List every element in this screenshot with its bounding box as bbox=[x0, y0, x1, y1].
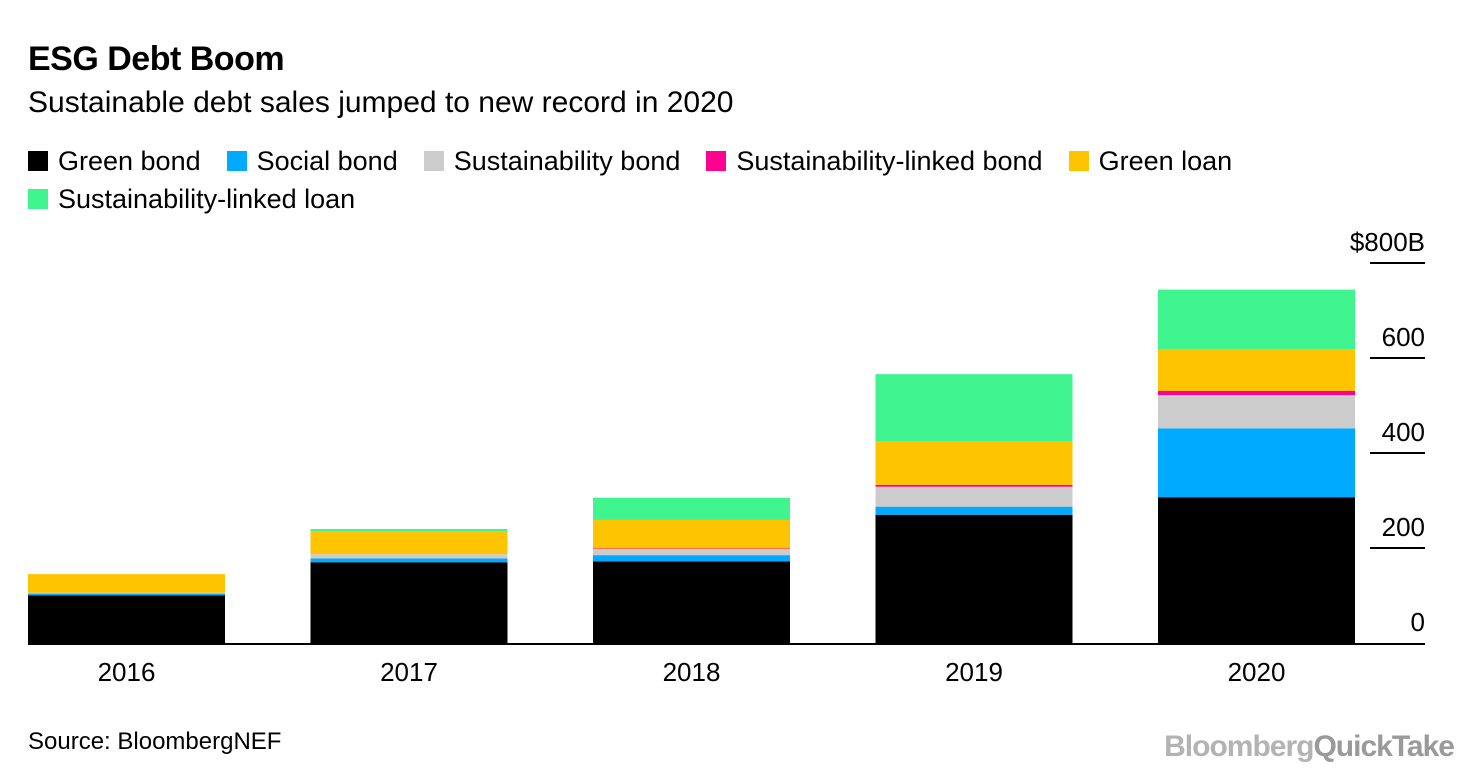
bar-2018-sustainability-linked-loan bbox=[593, 497, 790, 520]
bar-2018-green-loan bbox=[593, 519, 790, 549]
legend-label-sustainability-linked-bond: Sustainability-linked bond bbox=[736, 145, 1043, 176]
y-tick-label-0: 0 bbox=[1411, 607, 1425, 637]
bar-2016-green-bond bbox=[28, 595, 225, 643]
legend-item-sustainability-linked-bond: Sustainability-linked bond bbox=[706, 145, 1043, 176]
brand-bloomberg: Bloomberg bbox=[1164, 730, 1314, 763]
bar-2017-sustainability-linked-loan bbox=[310, 529, 508, 532]
bar-2020-sustainability-linked-bond bbox=[1158, 390, 1355, 396]
bar-2020-social-bond bbox=[1158, 428, 1355, 498]
brand-logo: BloombergQuickTake bbox=[1164, 730, 1455, 764]
legend-swatch-sustainability-bond bbox=[423, 151, 444, 171]
bar-2019-social-bond bbox=[875, 506, 1073, 515]
chart-title: ESG Debt Boom bbox=[28, 40, 285, 78]
bar-2017-green-bond bbox=[310, 562, 508, 643]
legend-label-green-loan: Green loan bbox=[1098, 145, 1233, 176]
legend-label-social-bond: Social bond bbox=[256, 145, 398, 176]
bar-2019-sustainability-bond bbox=[875, 486, 1073, 507]
legend-label-green-bond: Green bond bbox=[58, 145, 201, 176]
bar-2018-sustainability-bond bbox=[593, 548, 790, 556]
legend-item-green-bond: Green bond bbox=[28, 146, 201, 176]
bar-2020-sustainability-bond bbox=[1158, 395, 1355, 429]
legend-swatch-social-bond bbox=[226, 151, 247, 171]
legend-item-sustainability-bond: Sustainability bond bbox=[423, 145, 681, 176]
bar-2019-green-loan bbox=[875, 441, 1073, 485]
y-tick-label-600: 600 bbox=[1382, 322, 1425, 352]
source-note: Source: BloombergNEF bbox=[28, 728, 282, 755]
x-tick-label-2018: 2018 bbox=[663, 657, 721, 687]
legend: Green bond Social bond Sustainability bo… bbox=[28, 146, 1328, 214]
y-tick-label-200: 200 bbox=[1382, 512, 1425, 542]
x-axis: 2016 2017 2018 2019 2020 bbox=[28, 643, 1425, 687]
bar-2016-sustainability-bond bbox=[28, 592, 225, 594]
x-tick-label-2020: 2020 bbox=[1228, 657, 1286, 687]
bars-group bbox=[28, 289, 1355, 643]
legend-swatch-sustainability-linked-loan bbox=[28, 189, 48, 209]
y-tick-label-400: 400 bbox=[1382, 417, 1425, 447]
bar-2019-sustainability-linked-bond bbox=[875, 484, 1073, 487]
legend-item-social-bond: Social bond bbox=[226, 145, 398, 176]
legend-swatch-green-loan bbox=[1068, 151, 1089, 171]
x-tick-label-2017: 2017 bbox=[380, 657, 438, 687]
bar-2019-sustainability-linked-loan bbox=[875, 374, 1073, 442]
bar-2016-green-loan bbox=[28, 574, 225, 593]
bar-2016-social-bond bbox=[28, 593, 225, 596]
legend-label-sustainability-bond: Sustainability bond bbox=[453, 145, 681, 176]
x-tick-label-2016: 2016 bbox=[98, 657, 156, 687]
legend-swatch-sustainability-linked-bond bbox=[706, 151, 727, 171]
bar-2018-social-bond bbox=[593, 555, 790, 562]
legend-item-sustainability-linked-loan: Sustainability-linked loan bbox=[28, 184, 355, 214]
y-tick-label-800: $800B bbox=[1350, 227, 1425, 257]
bar-2019-green-bond bbox=[875, 514, 1073, 643]
bar-2018-green-bond bbox=[593, 561, 790, 643]
bar-2017-social-bond bbox=[310, 558, 508, 563]
chart-subtitle: Sustainable debt sales jumped to new rec… bbox=[28, 86, 734, 119]
x-tick-label-2019: 2019 bbox=[945, 657, 1003, 687]
bar-2017-sustainability-bond bbox=[310, 554, 508, 559]
bar-2020-green-loan bbox=[1158, 348, 1355, 391]
legend-swatch-green-bond bbox=[28, 151, 48, 171]
y-axis: 0 200 400 600 $800B bbox=[1350, 227, 1425, 637]
legend-item-green-loan: Green loan bbox=[1068, 145, 1233, 176]
bar-2020-green-bond bbox=[1158, 497, 1355, 643]
brand-quicktake: QuickTake bbox=[1313, 730, 1455, 763]
legend-label-sustainability-linked-loan: Sustainability-linked loan bbox=[58, 183, 356, 214]
bar-2020-sustainability-linked-loan bbox=[1158, 289, 1355, 349]
bar-2017-green-loan bbox=[310, 531, 508, 555]
